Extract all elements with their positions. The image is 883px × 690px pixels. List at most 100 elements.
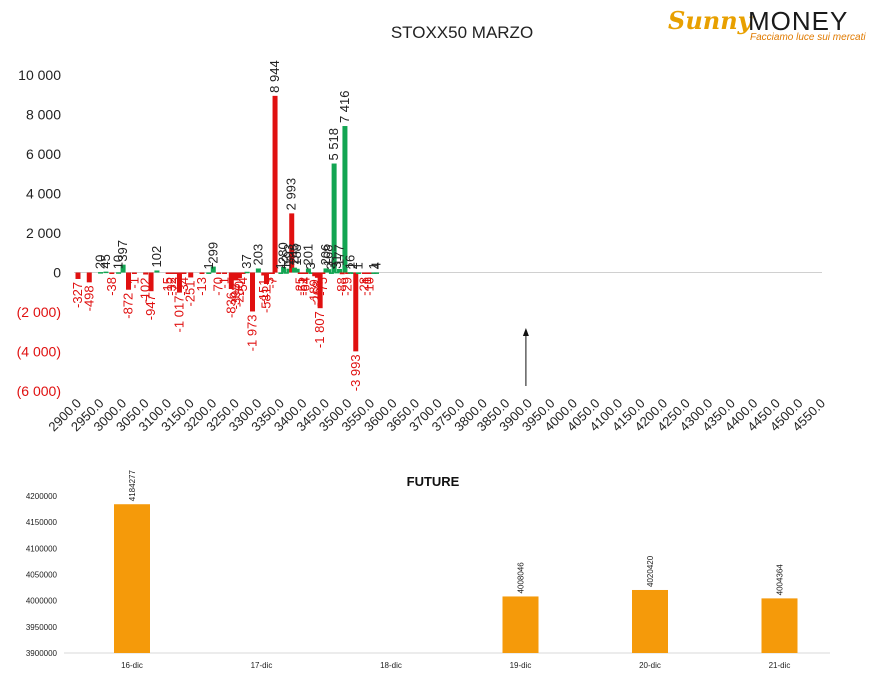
data-label: -38 bbox=[104, 277, 119, 296]
data-label: 299 bbox=[205, 242, 220, 264]
data-label: -102 bbox=[138, 278, 153, 304]
bar bbox=[263, 272, 269, 284]
future-y-tick-label: 4200000 bbox=[26, 492, 58, 501]
x-axis: 2900.02950.03000.03050.03100.03150.03200… bbox=[45, 396, 828, 435]
data-label: 397 bbox=[115, 240, 130, 262]
data-label: -280 bbox=[231, 281, 246, 307]
data-label: -398 bbox=[228, 283, 243, 309]
data-label: -836 bbox=[223, 292, 238, 318]
data-label: -189 bbox=[307, 279, 322, 305]
future-y-tick-label: 4100000 bbox=[26, 544, 58, 553]
bar bbox=[323, 268, 329, 273]
future-data-label: 4020420 bbox=[646, 555, 655, 587]
data-label: 1 bbox=[273, 262, 288, 269]
bar bbox=[300, 272, 306, 274]
data-label: -51 bbox=[295, 277, 310, 296]
bar bbox=[297, 272, 303, 274]
sunny-money-logo: Sunny MONEY Facciamo luce sui mercati bbox=[668, 4, 868, 44]
logo-tagline: Facciamo luce sui mercati bbox=[750, 32, 866, 43]
data-label: -28 bbox=[356, 277, 371, 296]
bar bbox=[347, 272, 353, 274]
y-tick-label: 0 bbox=[53, 265, 61, 281]
future-bar bbox=[502, 596, 539, 653]
data-label: 3 bbox=[303, 262, 318, 269]
bar bbox=[222, 272, 228, 274]
data-label: -151 bbox=[256, 278, 271, 304]
bar bbox=[148, 272, 154, 292]
data-label: -872 bbox=[121, 293, 136, 319]
chart-title: STOXX50 MARZO bbox=[391, 23, 533, 42]
data-label: -73 bbox=[167, 277, 182, 296]
data-label: 5 518 bbox=[326, 128, 341, 161]
data-label: 16 bbox=[342, 255, 357, 269]
data-label: 2 bbox=[345, 262, 360, 269]
bar bbox=[281, 266, 287, 273]
y-axis: 10 000 8 000 6 000 4 000 2 000 0 (2 000) (4 000… bbox=[17, 67, 822, 399]
data-label: 1 bbox=[350, 262, 365, 269]
future-data-label: 4184277 bbox=[128, 470, 137, 502]
bar bbox=[283, 272, 289, 274]
bar bbox=[261, 272, 267, 276]
future-bar bbox=[114, 504, 150, 653]
future-x-tick-label: 18-dic bbox=[380, 661, 402, 670]
data-label: -251 bbox=[183, 280, 198, 306]
bar bbox=[86, 272, 92, 283]
bar bbox=[109, 272, 115, 274]
bar bbox=[339, 272, 345, 275]
bar bbox=[228, 272, 234, 290]
bar bbox=[345, 272, 351, 274]
stoxx50-options-chart: STOXX50 MARZO 10 000 8 000 6 000 4 000 2 000… bbox=[17, 23, 828, 435]
data-label: -25 bbox=[292, 277, 307, 296]
arrow-marker bbox=[522, 328, 529, 386]
data-label: -1 973 bbox=[245, 314, 260, 351]
bar bbox=[250, 272, 256, 312]
bar bbox=[272, 95, 278, 273]
future-x-tick-label: 20-dic bbox=[639, 661, 661, 670]
bar bbox=[317, 272, 323, 309]
y-tick-label: (6 000) bbox=[17, 383, 61, 399]
data-label: 10 bbox=[111, 255, 126, 269]
bar bbox=[236, 272, 242, 279]
y-tick-label: (2 000) bbox=[17, 304, 61, 320]
bar bbox=[326, 269, 332, 273]
data-label: 1 bbox=[366, 262, 381, 269]
data-label: -1 bbox=[126, 277, 141, 289]
bar bbox=[172, 272, 178, 274]
bar bbox=[374, 272, 380, 274]
bar bbox=[126, 272, 132, 290]
bar bbox=[353, 272, 359, 352]
data-label: -64 bbox=[298, 277, 313, 296]
data-label: -1 807 bbox=[312, 311, 327, 348]
data-label: -1 bbox=[359, 277, 374, 289]
data-label: 206 bbox=[318, 244, 333, 266]
bar bbox=[267, 272, 273, 274]
y-tick-label: 4 000 bbox=[26, 186, 61, 202]
bar bbox=[154, 270, 160, 273]
future-y-tick-label: 3900000 bbox=[26, 649, 58, 658]
y-tick-label: 8 000 bbox=[26, 107, 61, 123]
data-label: -88 bbox=[334, 277, 349, 296]
data-label: 102 bbox=[149, 246, 164, 268]
bar bbox=[75, 272, 81, 279]
bar bbox=[331, 163, 337, 273]
data-label: -10 bbox=[362, 277, 377, 296]
logo-sunny-text: Sunny bbox=[668, 6, 752, 35]
data-label: -1 017 bbox=[171, 296, 186, 333]
bar bbox=[364, 272, 370, 274]
data-label: 4 bbox=[369, 262, 384, 269]
bar bbox=[286, 268, 292, 273]
bar bbox=[233, 272, 239, 281]
data-label: 8 944 bbox=[267, 60, 282, 93]
data-label: 188 bbox=[289, 244, 304, 266]
bar bbox=[289, 213, 295, 273]
data-label: -268 bbox=[309, 281, 324, 307]
logo-money-text: MONEY bbox=[748, 6, 849, 36]
data-label: -75 bbox=[315, 277, 330, 296]
bar bbox=[269, 272, 275, 274]
bar bbox=[303, 272, 309, 274]
future-bar bbox=[761, 598, 798, 653]
bar bbox=[181, 272, 187, 274]
future-data-label: 4008046 bbox=[517, 562, 526, 594]
data-label: -13 bbox=[194, 277, 209, 296]
bar bbox=[314, 272, 320, 278]
